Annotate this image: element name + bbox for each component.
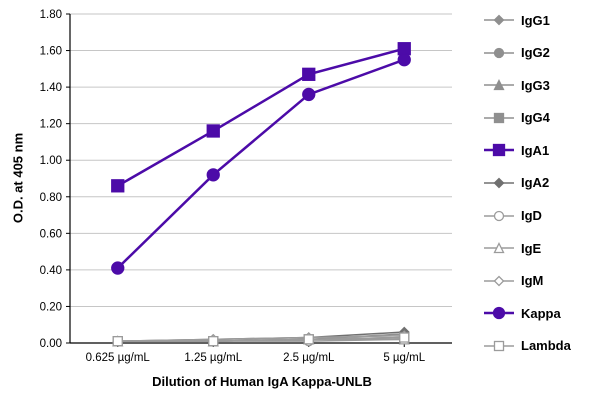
y-tick-label: 0.80 — [40, 192, 62, 204]
x-axis-title: Dilution of Human IgA Kappa-UNLB — [152, 374, 372, 389]
series-kappa — [111, 53, 411, 275]
legend-label: IgG2 — [521, 45, 550, 61]
data-point — [302, 87, 316, 102]
legend-label: IgG4 — [521, 110, 550, 126]
y-tick-label: 0.60 — [40, 228, 62, 240]
legend-label: IgE — [521, 240, 542, 256]
y-tick-label: 0.40 — [40, 265, 62, 277]
circle-marker-icon — [493, 47, 505, 58]
data-point — [206, 168, 220, 182]
diamond-marker-icon — [484, 177, 514, 189]
y-tick-label: 1.00 — [40, 155, 62, 167]
y-tick-label: 1.80 — [40, 9, 62, 21]
legend-label: Kappa — [521, 305, 561, 321]
square-marker-icon — [484, 340, 514, 352]
y-tick-label: 0.00 — [40, 338, 62, 350]
legend-item-igg3: IgG3 — [482, 77, 571, 93]
triangle-marker-icon — [493, 242, 505, 254]
data-point — [397, 42, 411, 56]
legend-item-igg1: IgG1 — [482, 12, 571, 28]
series-line — [117, 336, 405, 342]
legend-label: IgM — [521, 273, 544, 289]
triangle-marker-icon — [484, 79, 514, 91]
x-tick-label: 2.5 µg/mL — [283, 352, 335, 364]
square-marker-icon — [493, 112, 505, 123]
data-point — [111, 179, 125, 193]
legend-label: IgD — [521, 208, 542, 224]
legend-item-kappa: Kappa — [482, 305, 571, 321]
data-point — [208, 336, 219, 347]
circle-marker-icon — [484, 47, 514, 58]
diamond-marker-icon — [493, 14, 505, 26]
diamond-marker-icon — [484, 14, 514, 26]
circle-marker-icon — [493, 210, 505, 221]
triangle-marker-icon — [493, 79, 505, 91]
square-marker-icon — [484, 112, 514, 123]
legend-item-iga1: IgA1 — [482, 142, 571, 158]
data-point — [302, 67, 316, 81]
legend-item-iga2: IgA2 — [482, 175, 571, 191]
data-point — [112, 336, 123, 347]
square-marker-icon — [484, 144, 514, 157]
data-point — [206, 124, 220, 138]
circle-marker-icon — [484, 307, 514, 320]
legend-item-igg4: IgG4 — [482, 110, 571, 126]
circle-marker-icon — [492, 307, 506, 320]
legend-label: IgA1 — [521, 142, 550, 158]
square-marker-icon — [492, 144, 506, 157]
data-point — [397, 53, 411, 67]
y-axis-title: O.D. at 405 nm — [10, 132, 26, 224]
data-point — [111, 261, 125, 275]
series-line — [117, 334, 405, 342]
circle-marker-icon — [484, 210, 514, 221]
legend-label: IgA2 — [521, 175, 550, 191]
diamond-marker-icon — [493, 275, 505, 287]
series-line — [117, 47, 405, 187]
series-lambda — [112, 332, 410, 347]
data-point — [399, 332, 410, 343]
diamond-marker-icon — [484, 275, 514, 287]
data-point — [303, 334, 314, 345]
legend-label: IgG1 — [521, 12, 550, 28]
square-marker-icon — [493, 340, 505, 352]
y-tick-label: 1.20 — [40, 119, 62, 131]
legend-item-igg2: IgG2 — [482, 45, 571, 61]
triangle-marker-icon — [484, 242, 514, 254]
legend-item-ige: IgE — [482, 240, 571, 256]
y-tick-label: 1.40 — [40, 82, 62, 94]
y-tick-label: 0.20 — [40, 301, 62, 313]
x-tick-label: 0.625 µg/mL — [86, 352, 151, 364]
legend-item-lambda: Lambda — [482, 338, 571, 354]
x-tick-label: 1.25 µg/mL — [184, 352, 242, 364]
legend-label: IgG3 — [521, 77, 550, 93]
legend-label: Lambda — [521, 338, 571, 354]
diamond-marker-icon — [493, 177, 505, 189]
y-tick-label: 1.60 — [40, 46, 62, 58]
legend-item-igd: IgD — [482, 208, 571, 224]
x-tick-label: 5 µg/mL — [383, 352, 425, 364]
legend-item-igm: IgM — [482, 273, 571, 289]
legend: IgG1 IgG2 IgG3 IgG4 IgA1 IgA2 IgD IgE IgM Kappa La… — [482, 12, 571, 354]
series-line — [116, 58, 405, 269]
series-iga1 — [111, 42, 411, 193]
